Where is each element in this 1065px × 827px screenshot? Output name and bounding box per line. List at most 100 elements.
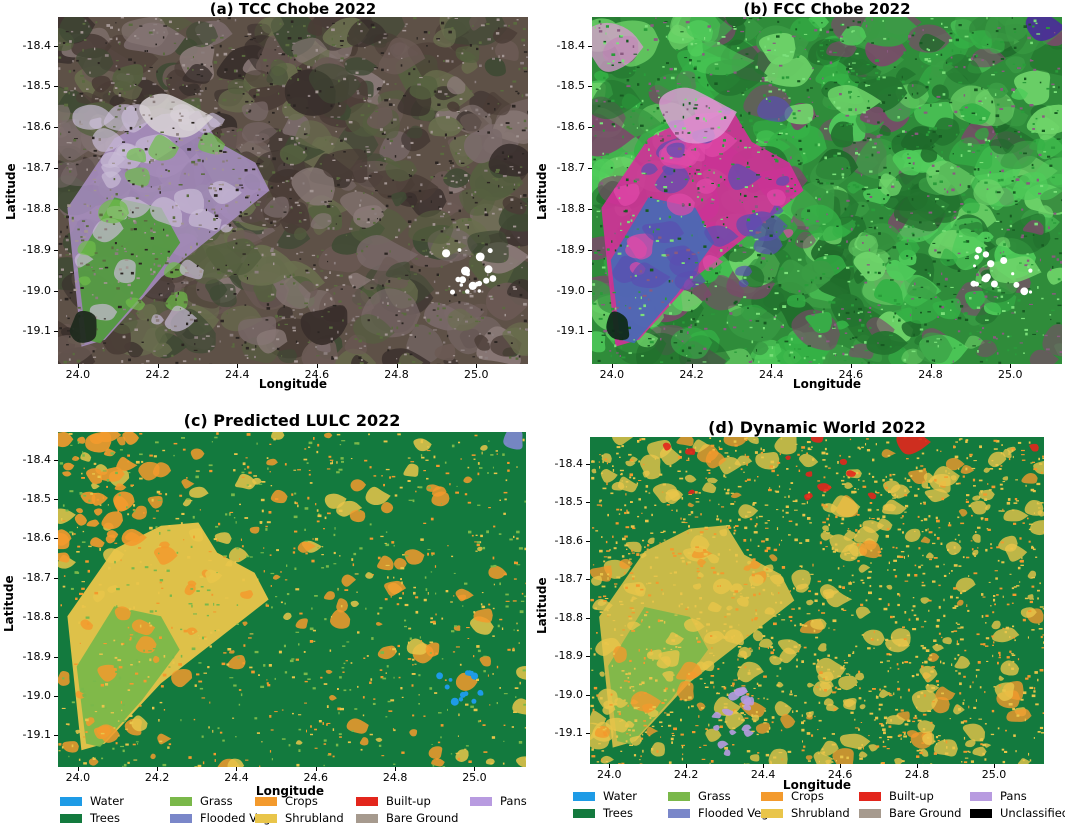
x-tick-label: 24.2 (679, 368, 704, 381)
legend-item: Crops (761, 789, 824, 803)
y-tick-label: -18.5 (22, 79, 51, 93)
y-tick-mark (588, 45, 592, 47)
legend-item: Pans (470, 794, 527, 808)
x-tick-label: 24.0 (65, 771, 91, 784)
y-tick-mark (54, 86, 58, 88)
x-tick-label: 24.0 (599, 368, 625, 381)
panel-title: (c) Predicted LULC 2022 (183, 411, 401, 430)
y-tick-mark (588, 168, 592, 170)
legend-item: Unclassified (970, 806, 1065, 820)
y-tick-label: -18.6 (22, 531, 51, 545)
legend-item: Shrubland (255, 811, 344, 825)
y-tick-mark (54, 45, 58, 47)
y-tick-mark (586, 733, 590, 735)
x-tick-mark (157, 767, 159, 771)
legend-item: Pans (970, 789, 1027, 803)
x-tick-label: 24.6 (827, 768, 853, 781)
x-tick-mark (157, 364, 159, 368)
x-tick-label: 24.8 (382, 771, 408, 784)
y-tick-mark (54, 331, 58, 333)
x-axis-label: Longitude (792, 377, 862, 391)
legend-item: Flooded Veg (170, 811, 271, 825)
y-tick-mark (586, 540, 590, 542)
x-tick-label: 24.8 (904, 768, 930, 781)
legend-swatch (859, 791, 881, 801)
y-tick-label: -19.0 (554, 687, 583, 701)
legend-swatch (60, 813, 82, 823)
legend-label: Pans (1000, 789, 1027, 803)
x-tick-label: 25.0 (981, 768, 1007, 781)
satellite-image-tcc (58, 17, 528, 364)
legend-item: Bare Ground (356, 811, 458, 825)
grass-zone (608, 607, 708, 745)
built-up-patch (896, 437, 931, 455)
x-tick-label: 24.2 (673, 768, 699, 781)
x-tick-mark (474, 767, 476, 771)
x-tick-label: 24.4 (224, 368, 250, 381)
y-tick-mark (54, 459, 58, 461)
legend-label: Flooded Veg (200, 811, 271, 825)
y-tick-label: -18.5 (22, 492, 51, 505)
legend-swatch (859, 808, 881, 818)
y-tick-mark (54, 127, 58, 129)
x-tick-mark (237, 364, 239, 368)
y-tick-mark (54, 290, 58, 292)
legend-label: Bare Ground (889, 806, 962, 820)
x-tick-mark (771, 364, 773, 368)
satellite-image-fcc (592, 17, 1062, 364)
y-tick-label: -19.1 (554, 726, 583, 740)
x-tick-mark (840, 764, 842, 768)
x-tick-label: 24.6 (304, 368, 330, 381)
x-tick-label: 24.2 (145, 368, 170, 381)
y-tick-label: -18.7 (556, 161, 585, 175)
y-tick-label: -18.8 (22, 610, 51, 624)
x-tick-label: 24.0 (65, 368, 91, 381)
legend-label: Built-up (386, 794, 431, 808)
legend-label: Crops (791, 789, 824, 803)
y-tick-mark (54, 577, 58, 579)
y-tick-label: -19.1 (22, 728, 51, 742)
legend-item: Trees (573, 806, 633, 820)
y-tick-label: -19.1 (556, 324, 585, 338)
legend-swatch (170, 796, 192, 806)
x-tick-mark (315, 767, 317, 771)
lulc-map-predicted (58, 432, 526, 767)
y-tick-mark (54, 168, 58, 170)
x-tick-mark (236, 767, 238, 771)
y-tick-label: -18.4 (554, 456, 583, 470)
y-tick-label: -18.8 (22, 201, 51, 215)
x-tick-label: 25.0 (997, 368, 1023, 381)
legend-item: Built-up (356, 794, 431, 808)
y-tick-mark (588, 86, 592, 88)
x-tick-mark (917, 764, 919, 768)
x-tick-mark (395, 767, 397, 771)
y-tick-label: -19.0 (22, 689, 51, 703)
legend-swatch (970, 791, 992, 801)
x-tick-label: 25.0 (462, 771, 487, 784)
x-tick-mark (686, 764, 688, 768)
y-tick-mark (586, 617, 590, 619)
x-tick-mark (609, 764, 611, 768)
x-tick-mark (316, 364, 318, 368)
y-tick-label: -18.5 (556, 79, 585, 93)
legend-item: Flooded Veg (668, 806, 769, 820)
y-tick-label: -19.1 (22, 324, 51, 338)
legend-swatch (356, 796, 378, 806)
legend-label: Grass (200, 794, 233, 808)
y-tick-label: -19.0 (556, 283, 585, 297)
legend-label: Trees (603, 806, 633, 820)
x-tick-mark (611, 364, 613, 368)
legend-item: Crops (255, 794, 318, 808)
y-tick-mark (54, 617, 58, 619)
panel-title: (b) FCC Chobe 2022 (743, 0, 911, 18)
y-tick-label: -19.0 (22, 283, 51, 297)
y-tick-label: -18.9 (556, 242, 585, 256)
lulc-map-dynamic-world (590, 437, 1044, 764)
x-tick-label: 24.4 (750, 768, 776, 781)
x-tick-mark (850, 364, 852, 368)
legend-item: Grass (668, 789, 731, 803)
legend-label: Unclassified (1000, 806, 1065, 820)
x-tick-label: 24.0 (596, 768, 622, 781)
x-tick-mark (993, 764, 995, 768)
y-tick-mark (54, 208, 58, 210)
